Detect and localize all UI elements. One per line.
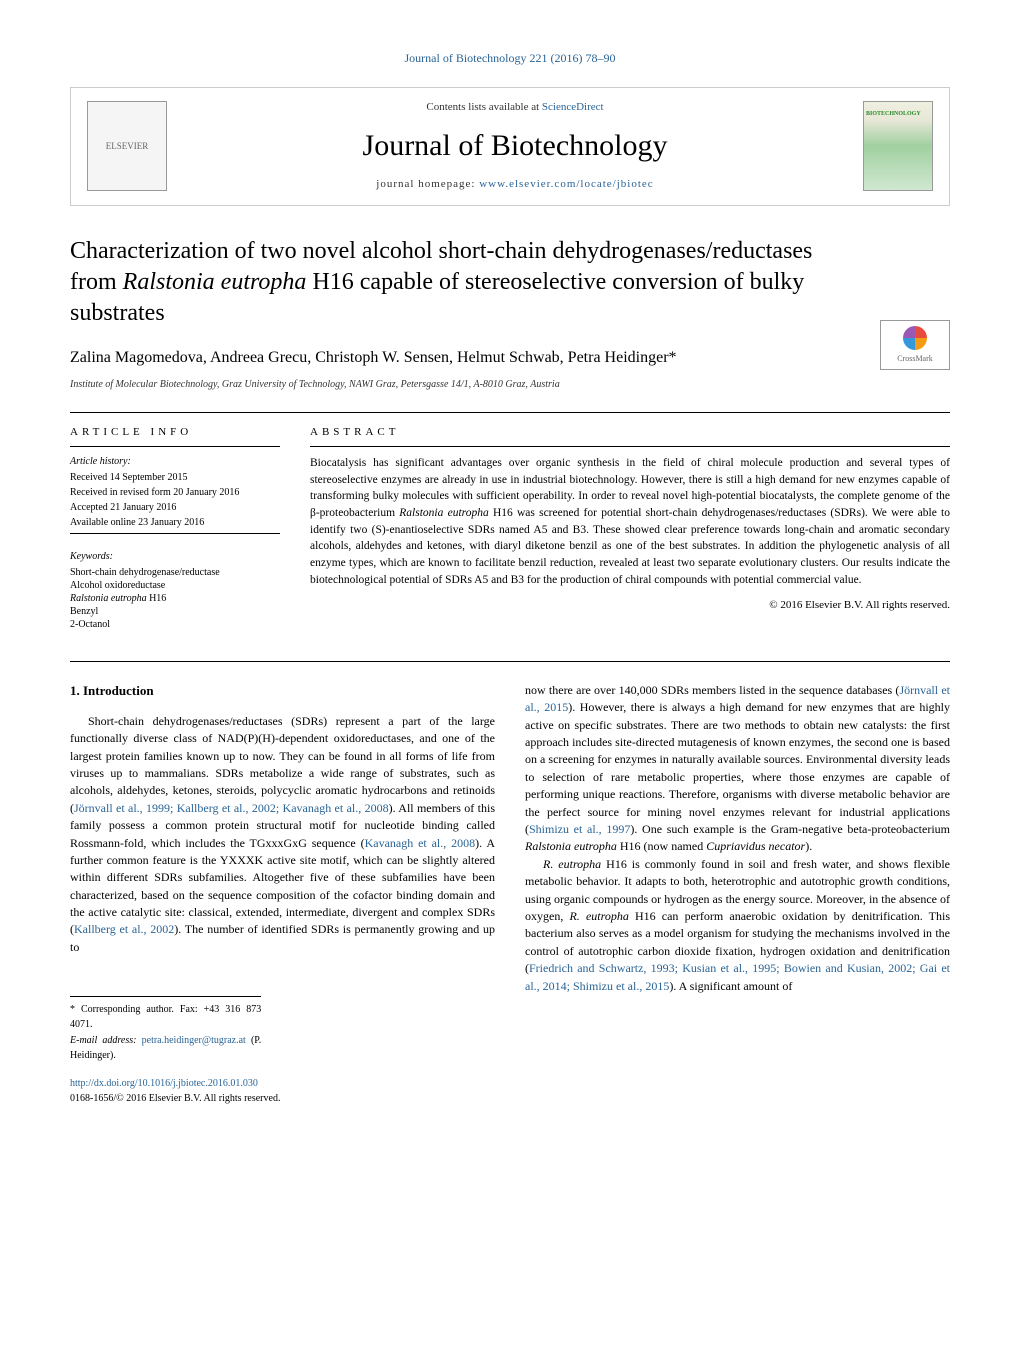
keyword-item: 2-Octanol: [70, 618, 280, 631]
elsevier-logo: ELSEVIER: [87, 101, 167, 191]
email-line: E-mail address: petra.heidinger@tugraz.a…: [70, 1034, 261, 1063]
keywords-label: Keywords:: [70, 550, 280, 564]
keyword-item: Alcohol oxidoreductase: [70, 579, 280, 592]
section-heading: 1. Introduction: [70, 682, 495, 701]
corresponding-author: * Corresponding author. Fax: +43 316 873…: [70, 1003, 261, 1032]
homepage-prefix: journal homepage:: [376, 178, 479, 190]
info-divider: [70, 533, 280, 534]
history-item: Received in revised form 20 January 2016: [70, 486, 280, 499]
history-item: Available online 23 January 2016: [70, 516, 280, 529]
abstract-divider: [310, 446, 950, 447]
keyword-item: Short-chain dehydrogenase/reductase: [70, 566, 280, 579]
divider: [70, 661, 950, 662]
history-item: Received 14 September 2015: [70, 471, 280, 484]
abstract-column: abstract Biocatalysis has significant ad…: [310, 425, 950, 631]
email-link[interactable]: petra.heidinger@tugraz.at: [142, 1035, 246, 1046]
footnote-block: * Corresponding author. Fax: +43 316 873…: [70, 996, 261, 1063]
abstract-text: Biocatalysis has significant advantages …: [310, 455, 950, 588]
doi-link[interactable]: http://dx.doi.org/10.1016/j.jbiotec.2016…: [70, 1078, 258, 1089]
body-column-right: now there are over 140,000 SDRs members …: [525, 682, 950, 1106]
journal-banner: ELSEVIER Contents lists available at Sci…: [70, 87, 950, 206]
header-citation: Journal of Biotechnology 221 (2016) 78–9…: [70, 50, 950, 67]
body-paragraph: Short-chain dehydrogenases/reductases (S…: [70, 713, 495, 956]
body-paragraph: R. eutropha H16 is commonly found in soi…: [525, 856, 950, 995]
keyword-item: Ralstonia eutropha H16: [70, 592, 280, 605]
doi-block: http://dx.doi.org/10.1016/j.jbiotec.2016…: [70, 1077, 495, 1106]
contents-prefix: Contents lists available at: [426, 101, 541, 113]
article-info-column: article info Article history: Received 1…: [70, 425, 280, 631]
article-info-heading: article info: [70, 425, 280, 440]
abstract-heading: abstract: [310, 425, 950, 440]
body-paragraph: now there are over 140,000 SDRs members …: [525, 682, 950, 856]
title-species: Ralstonia eutropha: [123, 269, 307, 295]
article-title: Characterization of two novel alcohol sh…: [70, 236, 950, 330]
body-column-left: 1. Introduction Short-chain dehydrogenas…: [70, 682, 495, 1106]
journal-cover-thumbnail: [863, 101, 933, 191]
body-columns: 1. Introduction Short-chain dehydrogenas…: [70, 682, 950, 1106]
affiliation: Institute of Molecular Biotechnology, Gr…: [70, 378, 950, 392]
crossmark-icon: [903, 326, 927, 350]
history-item: Accepted 21 January 2016: [70, 501, 280, 514]
email-label: E-mail address:: [70, 1035, 142, 1046]
sciencedirect-link[interactable]: ScienceDirect: [542, 101, 604, 113]
homepage-link[interactable]: www.elsevier.com/locate/jbiotec: [479, 178, 653, 190]
keywords-block: Keywords: Short-chain dehydrogenase/redu…: [70, 550, 280, 631]
homepage-line: journal homepage: www.elsevier.com/locat…: [187, 177, 843, 192]
contents-line: Contents lists available at ScienceDirec…: [187, 100, 843, 115]
info-abstract-row: article info Article history: Received 1…: [70, 425, 950, 631]
info-divider: [70, 446, 280, 447]
abstract-copyright: © 2016 Elsevier B.V. All rights reserved…: [310, 598, 950, 613]
history-label: Article history:: [70, 455, 280, 469]
crossmark-badge[interactable]: CrossMark: [880, 320, 950, 370]
authors: Zalina Magomedova, Andreea Grecu, Christ…: [70, 347, 950, 369]
banner-center: Contents lists available at ScienceDirec…: [187, 100, 843, 193]
divider: [70, 412, 950, 413]
crossmark-label: CrossMark: [897, 353, 933, 364]
keyword-item: Benzyl: [70, 605, 280, 618]
journal-name: Journal of Biotechnology: [187, 125, 843, 167]
issn-copyright: 0168-1656/© 2016 Elsevier B.V. All right…: [70, 1092, 495, 1107]
